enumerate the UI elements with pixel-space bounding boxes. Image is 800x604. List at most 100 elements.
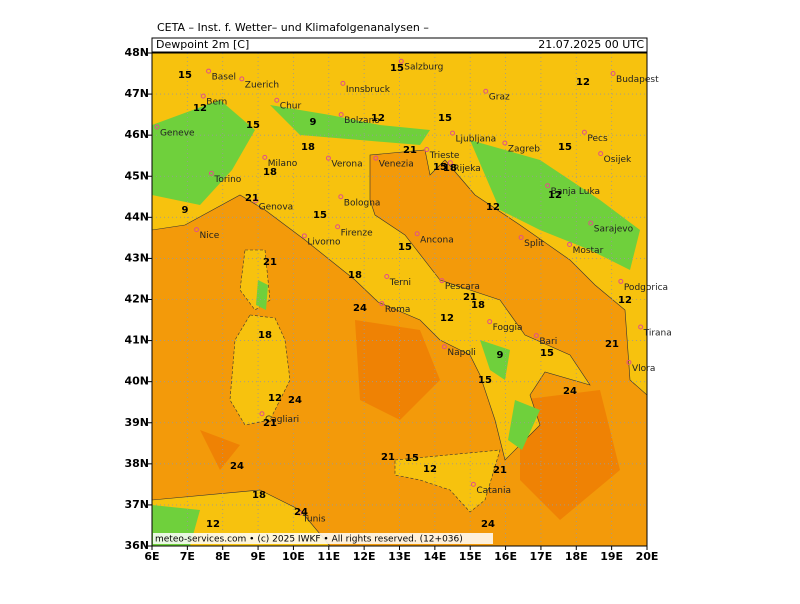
city-label: Torino [213, 175, 241, 185]
contour-label: 18 [443, 163, 457, 174]
x-tick-label: 20E [636, 550, 659, 563]
contour-label: 21 [403, 145, 417, 156]
city-label: Zagreb [508, 144, 540, 154]
city-marker [373, 155, 379, 161]
city-label: Chur [280, 102, 302, 112]
contour-label: 15 [433, 162, 447, 173]
city-marker [483, 88, 489, 94]
contour-label: 24 [481, 519, 495, 530]
contour-label: 21 [463, 292, 477, 303]
city-label: Bern [206, 98, 227, 108]
city-label: Nice [200, 231, 220, 241]
x-tick-label: 16E [494, 550, 517, 563]
title: CETA – Inst. f. Wetter– und Klimafolgena… [157, 21, 429, 34]
y-tick-label: 47N [124, 87, 149, 100]
city-marker [567, 241, 573, 247]
contour-label: 21 [263, 418, 277, 429]
contour-label: 12 [486, 202, 500, 213]
city-marker [487, 319, 493, 325]
y-tick-label: 41N [124, 334, 149, 347]
city-label: Pecs [587, 134, 608, 144]
city-label: Cagliari [265, 415, 299, 425]
y-tick-label: 38N [124, 457, 149, 470]
contour-label: 9 [182, 205, 189, 216]
city-marker [338, 194, 344, 200]
contour-label: 12 [423, 464, 437, 475]
city-label: Graz [489, 93, 510, 103]
city-marker [301, 233, 307, 239]
x-tick-label: 10E [282, 550, 305, 563]
contour-label: 21 [493, 465, 507, 476]
city-label: Mostar [573, 246, 604, 256]
city-label: Rijeka [453, 164, 480, 174]
city-marker [274, 97, 280, 103]
city-label: Venezia [379, 160, 414, 170]
y-tick-label: 42N [124, 293, 149, 306]
land [152, 53, 647, 461]
city-marker [447, 160, 453, 166]
contour-label: 18 [263, 167, 277, 178]
x-tick-label: 6E [144, 550, 159, 563]
city-label: Livorno [307, 237, 341, 247]
x-tick-label: 15E [459, 550, 482, 563]
contour-label: 15 [405, 453, 419, 464]
map-area [152, 53, 647, 546]
contour-label: 24 [294, 507, 308, 518]
city-marker [450, 130, 456, 136]
city-marker [545, 183, 551, 189]
contour-label: 24 [353, 303, 367, 314]
city-marker [638, 324, 644, 330]
city-label: Salzburg [404, 63, 443, 73]
city-label: Budapest [616, 75, 659, 85]
y-tick-label: 46N [124, 128, 149, 141]
contour-label: 12 [206, 519, 220, 530]
city-marker [338, 112, 344, 118]
contour-label: 15 [558, 142, 572, 153]
footer-box [153, 533, 493, 544]
city-marker [194, 227, 200, 233]
city-marker [154, 124, 160, 130]
y-tick-label: 36N [124, 539, 149, 552]
city-label: Terni [389, 278, 411, 288]
city-marker [335, 224, 341, 230]
city-marker [470, 481, 476, 487]
city-label: Milano [268, 159, 298, 169]
contour-label: 12 [440, 313, 454, 324]
contour-label: 18 [252, 490, 266, 501]
y-tick-label: 37N [124, 498, 149, 511]
contour-label: 15 [438, 113, 452, 124]
city-marker [239, 76, 245, 82]
city-label: Split [524, 239, 544, 249]
city-marker [518, 234, 524, 240]
city-label: Ljubljana [456, 135, 497, 145]
contour-label: 12 [576, 77, 590, 88]
city-label: Tunis [302, 515, 326, 525]
contour-label: 18 [301, 142, 315, 153]
y-tick-label: 48N [124, 46, 149, 59]
city-marker [253, 198, 259, 204]
valid-time: 21.07.2025 00 UTC [538, 38, 644, 51]
city-label: Basel [212, 73, 236, 83]
sardinia [229, 314, 291, 426]
contour-label: 21 [263, 257, 277, 268]
x-tick-label: 18E [565, 550, 588, 563]
header-box [151, 37, 648, 53]
city-label: Osijek [604, 155, 632, 165]
city-label: Genova [259, 202, 294, 212]
city-marker [414, 231, 420, 237]
city-marker [502, 140, 508, 146]
contour-label: 24 [230, 461, 244, 472]
x-tick-label: 7E [180, 550, 195, 563]
city-label: Verona [331, 160, 362, 170]
city-marker [384, 273, 390, 279]
city-marker [379, 301, 385, 307]
city-marker [610, 71, 616, 77]
city-marker [441, 344, 447, 350]
city-label: Banja Luka [551, 187, 600, 197]
city-label: Catania [476, 486, 511, 496]
x-tick-label: 13E [388, 550, 411, 563]
city-label: Ancona [420, 235, 454, 245]
city-label: Sarajevo [594, 225, 634, 235]
x-tick-label: 12E [353, 550, 376, 563]
